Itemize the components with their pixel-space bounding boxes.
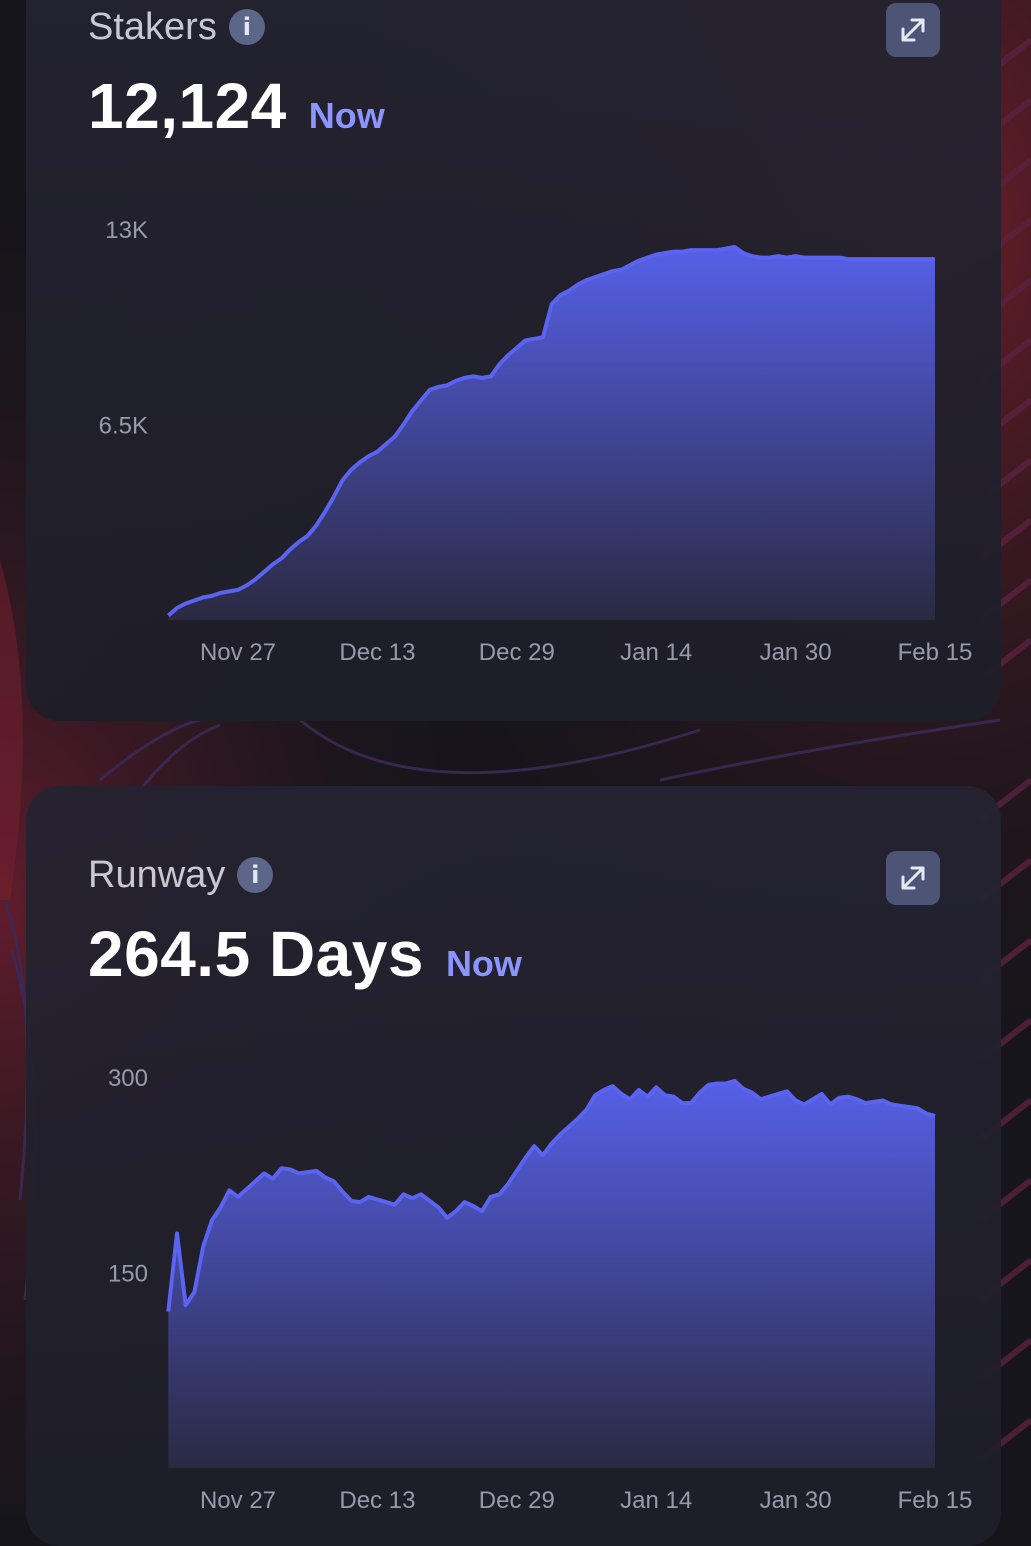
chart-line [166,1078,936,1312]
runway-card: Runway i 264.5 Days Now 300 150 Nov 27 Dec … [26,786,1001,1546]
y-tick-label: 300 [108,1065,148,1092]
x-tick-label: Feb 15 [898,1487,973,1514]
x-tick-label: Nov 27 [200,639,276,666]
chart-line [166,245,935,618]
runway-header: Runway i 264.5 Days Now [88,856,522,986]
runway-title: Runway [88,854,226,896]
runway-chart: 300 150 Nov 27 Dec 13 Dec 29 Jan 14 Jan 30 Feb … [108,1065,973,1514]
y-tick-label: 150 [108,1261,148,1288]
x-tick-label: Dec 13 [339,639,415,666]
y-tick-label: 13K [105,217,148,244]
stakers-value-row: 12,124 Now [88,74,385,138]
x-tick-label: Jan 14 [620,639,692,666]
chart-area-fill [168,247,936,620]
stakers-expand-button[interactable] [886,3,940,57]
x-tick-label: Dec 29 [479,639,555,666]
expand-diagonal-icon [901,18,925,42]
runway-expand-button[interactable] [886,851,940,905]
x-tick-label: Nov 27 [200,1487,276,1514]
info-icon[interactable]: i [228,9,265,45]
stakers-chart: 13K 6.5K Nov 27 Dec 13 Dec 29 Jan 14 Jan 30 Feb… [99,217,973,666]
stakers-value: 12,124 [88,70,287,142]
stakers-card: Stakers i 12,124 Now 13K 6.5K Nov 27 Dec 13… [26,0,1001,721]
x-tick-label: Jan 30 [760,639,832,666]
x-tick-label: Jan 30 [760,1487,832,1514]
card-title-row: Stakers i [88,8,385,46]
runway-value-row: 264.5 Days Now [88,922,522,986]
x-tick-label: Jan 14 [620,1487,692,1514]
stakers-title: Stakers [88,6,217,48]
y-tick-label: 6.5K [99,413,148,440]
x-tick-label: Feb 15 [898,639,973,666]
runway-now-label: Now [445,943,522,984]
chart-area-fill [168,1080,936,1468]
x-tick-label: Dec 13 [339,1487,415,1514]
x-tick-label: Dec 29 [479,1487,555,1514]
stakers-now-label: Now [308,95,385,136]
expand-diagonal-icon [901,866,925,890]
card-title-row: Runway i [88,856,522,894]
runway-value: 264.5 Days [88,918,424,990]
info-icon[interactable]: i [237,857,274,893]
stakers-header: Stakers i 12,124 Now [88,8,385,138]
